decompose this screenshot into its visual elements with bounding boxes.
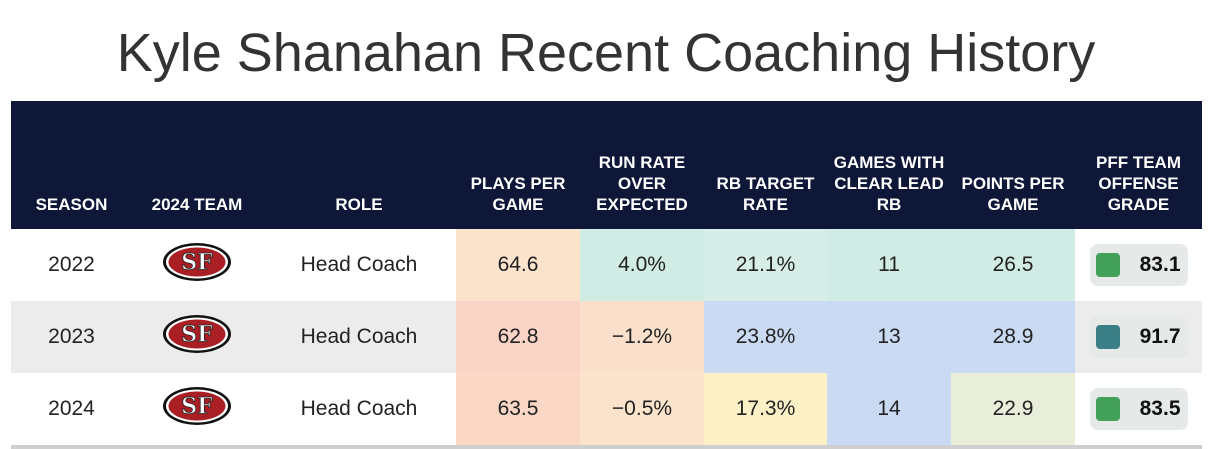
plays-cell: 64.6 [456, 229, 580, 301]
coaching-history-table: SEASON 2024 TEAM ROLE PLAYS PER GAME RUN… [11, 101, 1202, 449]
run-rate-cell: −0.5% [580, 373, 704, 449]
rb-target-cell: 17.3% [704, 373, 827, 449]
role-cell: Head Coach [262, 373, 456, 449]
grade-badge: 83.1 [1089, 244, 1188, 286]
table-row: 2022 SF Head Coach 64.6 4.0% 21.1% 11 26.5 83.1 [11, 229, 1202, 301]
header-games-lead-rb[interactable]: GAMES WITH CLEAR LEAD RB [827, 101, 951, 229]
header-role[interactable]: ROLE [262, 101, 456, 229]
grade-indicator [1095, 253, 1120, 277]
page-title: Kyle Shanahan Recent Coaching History [116, 23, 1096, 83]
season-cell: 2023 [11, 301, 132, 373]
team-cell: SF [132, 373, 262, 449]
pff-cell: 83.5 [1075, 373, 1202, 449]
team-logo-icon: SF [162, 242, 232, 288]
plays-cell: 62.8 [456, 301, 580, 373]
logo-text: SF [181, 394, 213, 420]
games-lead-cell: 14 [827, 373, 951, 449]
grade-indicator [1095, 397, 1120, 421]
header-plays-per-game[interactable]: PLAYS PER GAME [456, 101, 580, 229]
team-logo-icon: SF [162, 314, 232, 360]
team-cell: SF [132, 229, 262, 301]
grade-indicator [1095, 325, 1120, 349]
grade-value: 91.7 [1139, 325, 1181, 348]
pff-cell: 83.1 [1075, 229, 1202, 301]
points-cell: 26.5 [951, 229, 1075, 301]
logo-text: SF [181, 250, 213, 276]
logo-text: SF [181, 322, 213, 348]
run-rate-cell: −1.2% [580, 301, 704, 373]
rb-target-cell: 21.1% [704, 229, 827, 301]
header-points-per-game[interactable]: POINTS PER GAME [951, 101, 1075, 229]
rb-target-cell: 23.8% [704, 301, 827, 373]
grade-badge: 83.5 [1089, 388, 1188, 430]
grade-badge: 91.7 [1089, 316, 1188, 358]
pff-cell: 91.7 [1075, 301, 1202, 373]
header-team[interactable]: 2024 TEAM [132, 101, 262, 229]
table-row: 2024 SF Head Coach 63.5 −0.5% 17.3% 14 22.9 83.5 [11, 373, 1202, 449]
run-rate-cell: 4.0% [580, 229, 704, 301]
table-row: 2023 SF Head Coach 62.8 −1.2% 23.8% 13 28.9 91.7 [11, 301, 1202, 373]
team-logo-icon: SF [162, 386, 232, 432]
header-pff-grade[interactable]: PFF TEAM OFFENSE GRADE [1075, 101, 1202, 229]
header-run-rate[interactable]: RUN RATE OVER EXPECTED [580, 101, 704, 229]
games-lead-cell: 11 [827, 229, 951, 301]
header-season[interactable]: SEASON [11, 101, 132, 229]
points-cell: 28.9 [951, 301, 1075, 373]
grade-value: 83.1 [1139, 253, 1181, 276]
role-cell: Head Coach [300, 253, 418, 276]
plays-cell: 63.5 [456, 373, 580, 449]
team-cell: SF [132, 301, 262, 373]
grade-value: 83.5 [1139, 397, 1181, 420]
points-cell: 22.9 [951, 373, 1075, 449]
header-rb-target-rate[interactable]: RB TARGET RATE [704, 101, 827, 229]
role-cell: Head Coach [262, 301, 456, 373]
header-row: SEASON 2024 TEAM ROLE PLAYS PER GAME RUN… [11, 101, 1202, 229]
season-cell: 2024 [11, 373, 132, 449]
season-cell: 2022 [48, 253, 95, 276]
games-lead-cell: 13 [827, 301, 951, 373]
